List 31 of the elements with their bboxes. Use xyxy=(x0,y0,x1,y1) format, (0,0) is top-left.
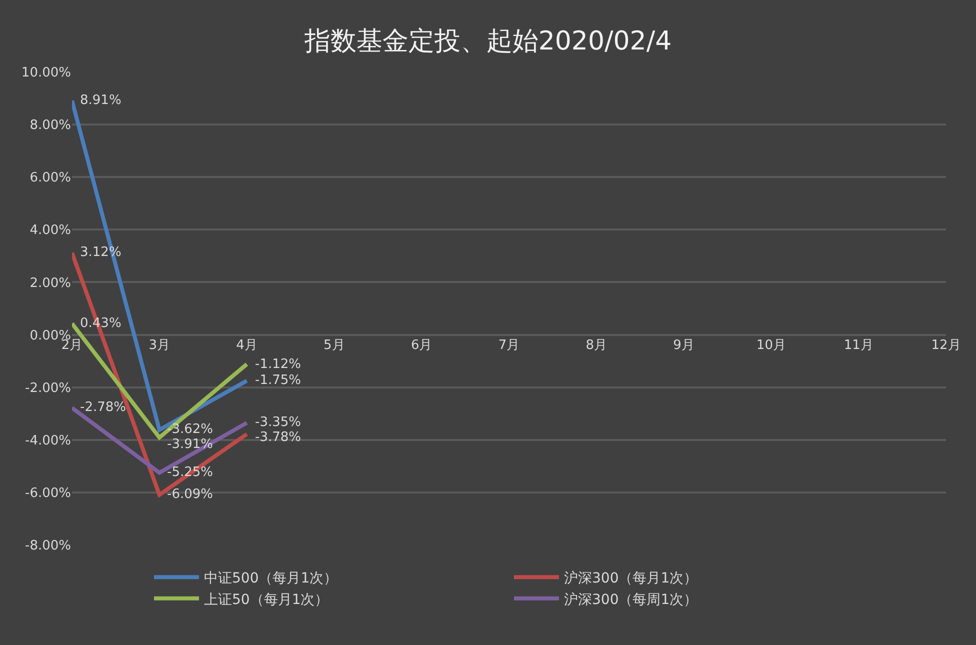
y-tick-label: -8.00% xyxy=(25,538,71,554)
y-tick-label: -6.00% xyxy=(25,486,71,501)
y-tick-label: 2.00% xyxy=(30,276,71,291)
data-label: 8.91% xyxy=(80,93,122,108)
data-label: -1.75% xyxy=(255,373,301,388)
x-tick-label: 9月 xyxy=(673,338,694,353)
y-tick-label: 10.00% xyxy=(21,66,71,81)
legend-label: 沪深300（每周1次） xyxy=(564,592,698,608)
y-tick-label: -4.00% xyxy=(25,433,71,448)
x-tick-label: 6月 xyxy=(410,338,432,353)
y-tick-label: 6.00% xyxy=(30,170,71,186)
legend-label: 沪深300（每月1次） xyxy=(564,570,698,587)
x-tick-label: 5月 xyxy=(324,338,345,353)
x-tick-label: 8月 xyxy=(586,338,608,353)
legend-label: 中证500（每月1次） xyxy=(204,570,338,587)
x-tick-label: 10月 xyxy=(756,338,786,353)
data-label: -3.78% xyxy=(255,430,301,445)
data-label: -1.12% xyxy=(255,357,301,372)
y-tick-label: 8.00% xyxy=(30,118,71,134)
x-tick-label: 11月 xyxy=(844,338,874,353)
x-tick-label: 4月 xyxy=(236,338,258,353)
data-label: -6.09% xyxy=(167,487,213,502)
data-label: -2.78% xyxy=(80,400,126,415)
y-tick-label: 4.00% xyxy=(30,223,71,238)
data-label: -3.35% xyxy=(255,415,301,430)
chart-title: 指数基金定投、起始2020/02/4 xyxy=(303,26,672,56)
y-tick-label: -2.00% xyxy=(25,380,71,396)
x-tick-label: 3月 xyxy=(148,338,170,353)
legend-label: 上证50（每月1次） xyxy=(204,592,329,608)
x-tick-label: 12月 xyxy=(931,338,961,353)
x-tick-label: 7月 xyxy=(498,338,520,353)
